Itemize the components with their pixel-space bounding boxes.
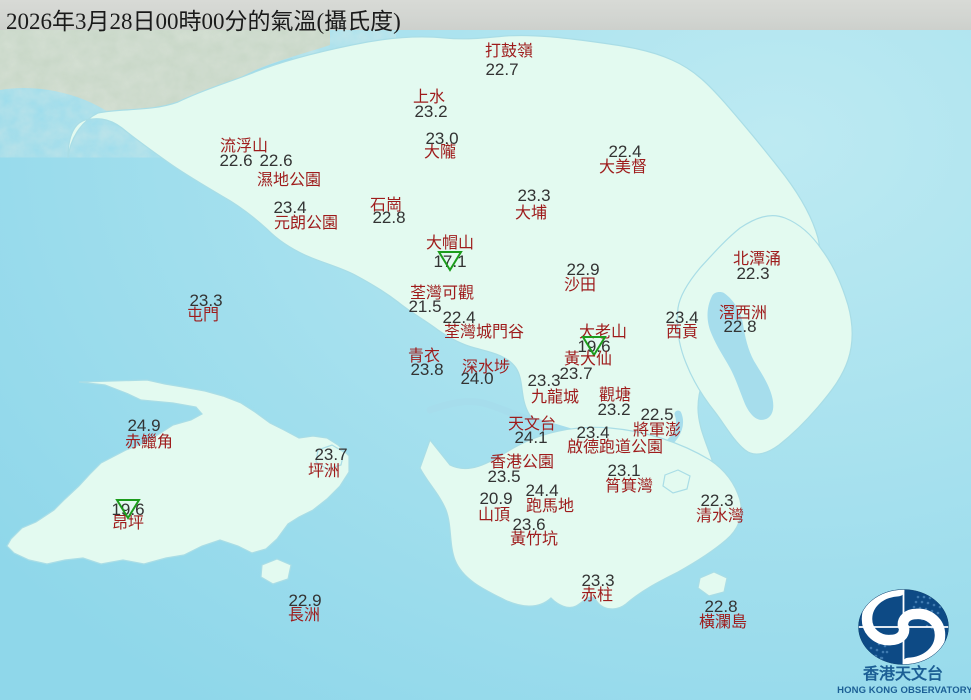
svg-text:23.2: 23.2 (597, 400, 630, 419)
svg-text:23.0: 23.0 (425, 129, 458, 148)
svg-text:23.3: 23.3 (517, 186, 550, 205)
svg-text:22.4: 22.4 (608, 142, 641, 161)
svg-text:24.9: 24.9 (127, 416, 160, 435)
svg-text:23.4: 23.4 (665, 308, 698, 327)
svg-text:HONG KONG OBSERVATORY: HONG KONG OBSERVATORY (837, 685, 971, 696)
svg-text:22.9: 22.9 (566, 260, 599, 279)
svg-text:23.7: 23.7 (559, 364, 592, 383)
svg-text:22.3: 22.3 (700, 491, 733, 510)
svg-text:香港天文台: 香港天文台 (862, 664, 943, 683)
svg-text:22.3: 22.3 (736, 264, 769, 283)
svg-text:23.4: 23.4 (576, 423, 609, 442)
svg-text:坪洲: 坪洲 (308, 462, 340, 480)
svg-text:23.3: 23.3 (581, 571, 614, 590)
svg-text:22.4: 22.4 (442, 308, 475, 327)
svg-text:24.1: 24.1 (514, 428, 547, 447)
svg-text:23.6: 23.6 (512, 515, 545, 534)
svg-text:22.6: 22.6 (219, 151, 252, 170)
svg-text:22.8: 22.8 (723, 317, 756, 336)
svg-text:24.4: 24.4 (525, 481, 558, 500)
svg-text:22.6: 22.6 (259, 151, 292, 170)
svg-text:23.1: 23.1 (607, 461, 640, 480)
svg-text:濕地公園: 濕地公園 (257, 171, 321, 189)
svg-text:22.9: 22.9 (288, 591, 321, 610)
svg-text:24.0: 24.0 (460, 369, 493, 388)
svg-text:赤鱲角: 赤鱲角 (125, 433, 173, 451)
svg-text:22.5: 22.5 (640, 405, 673, 424)
svg-text:九龍城: 九龍城 (531, 388, 579, 406)
svg-text:打鼓嶺: 打鼓嶺 (485, 42, 533, 60)
svg-text:23.3: 23.3 (527, 371, 560, 390)
svg-text:22.8: 22.8 (372, 208, 405, 227)
svg-text:山頂: 山頂 (478, 506, 510, 524)
svg-text:23.8: 23.8 (410, 360, 443, 379)
svg-text:23.2: 23.2 (414, 102, 447, 121)
svg-text:大帽山: 大帽山 (426, 234, 474, 252)
svg-text:沙田: 沙田 (564, 277, 596, 294)
svg-text:23.4: 23.4 (273, 198, 306, 217)
svg-text:22.8: 22.8 (704, 597, 737, 616)
svg-text:大埔: 大埔 (515, 204, 547, 222)
svg-text:23.3: 23.3 (189, 291, 222, 310)
svg-text:20.9: 20.9 (479, 489, 512, 508)
svg-text:22.7: 22.7 (485, 60, 518, 79)
svg-text:23.7: 23.7 (314, 445, 347, 464)
svg-text:21.5: 21.5 (408, 297, 441, 316)
svg-text:23.5: 23.5 (487, 467, 520, 486)
